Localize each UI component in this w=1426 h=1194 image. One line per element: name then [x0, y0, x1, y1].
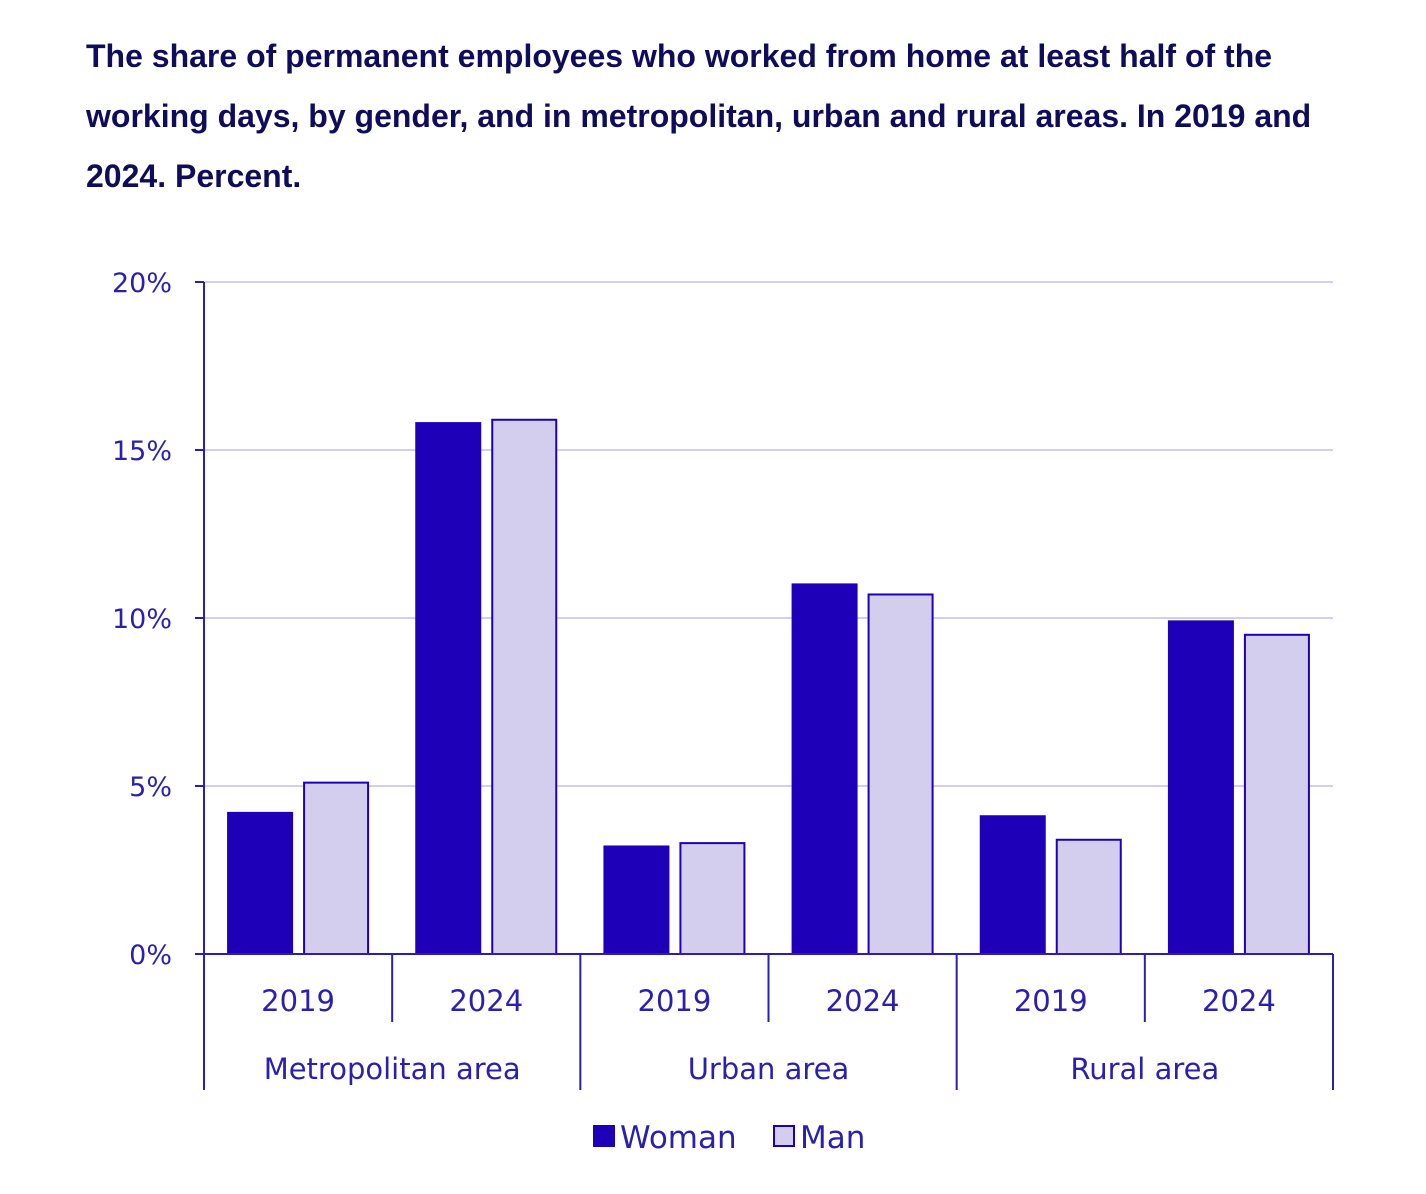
x-category-label: 2019: [261, 984, 335, 1018]
gridlines: [204, 281, 1333, 787]
y-tick-label: 0%: [129, 940, 172, 971]
axis-labels: 0% 5% 10% 15% 20% 2019 2024 Metropolitan area 20…: [112, 268, 1276, 1086]
y-tick-label: 15%: [112, 436, 172, 467]
bar-man: [303, 781, 370, 956]
x-category-label: 2019: [1014, 984, 1088, 1018]
bar-woman: [415, 422, 482, 955]
legend-swatch-woman: [593, 1125, 615, 1147]
x-category-label: 2024: [1202, 984, 1276, 1018]
y-tick-label: 5%: [129, 772, 172, 803]
x-group-label: Rural area: [1070, 1052, 1219, 1086]
bars: [227, 418, 1310, 956]
bar-man: [867, 593, 934, 955]
legend: Woman Man: [593, 1120, 865, 1156]
chart-title: The share of permanent employees who wor…: [86, 38, 1312, 194]
bar-woman: [979, 815, 1046, 955]
bar-man: [1055, 838, 1122, 956]
legend-label-man: Man: [800, 1120, 865, 1156]
x-group-label: Urban area: [688, 1052, 850, 1086]
x-category-label: 2024: [449, 984, 523, 1018]
bar-man: [491, 418, 558, 955]
bar-man: [1243, 633, 1310, 955]
bar-woman: [603, 845, 670, 955]
x-category-label: 2019: [638, 984, 712, 1018]
axes: [195, 281, 1334, 1090]
bar-woman: [1167, 620, 1234, 955]
y-tick-label: 10%: [112, 604, 172, 635]
bar-man: [679, 842, 746, 955]
x-group-label: Metropolitan area: [264, 1052, 521, 1086]
x-category-label: 2024: [826, 984, 900, 1018]
y-tick-label: 20%: [112, 268, 172, 299]
bar-woman: [227, 811, 294, 955]
legend-swatch-man: [773, 1125, 795, 1147]
bar-woman: [791, 583, 858, 956]
legend-label-woman: Woman: [620, 1120, 737, 1156]
